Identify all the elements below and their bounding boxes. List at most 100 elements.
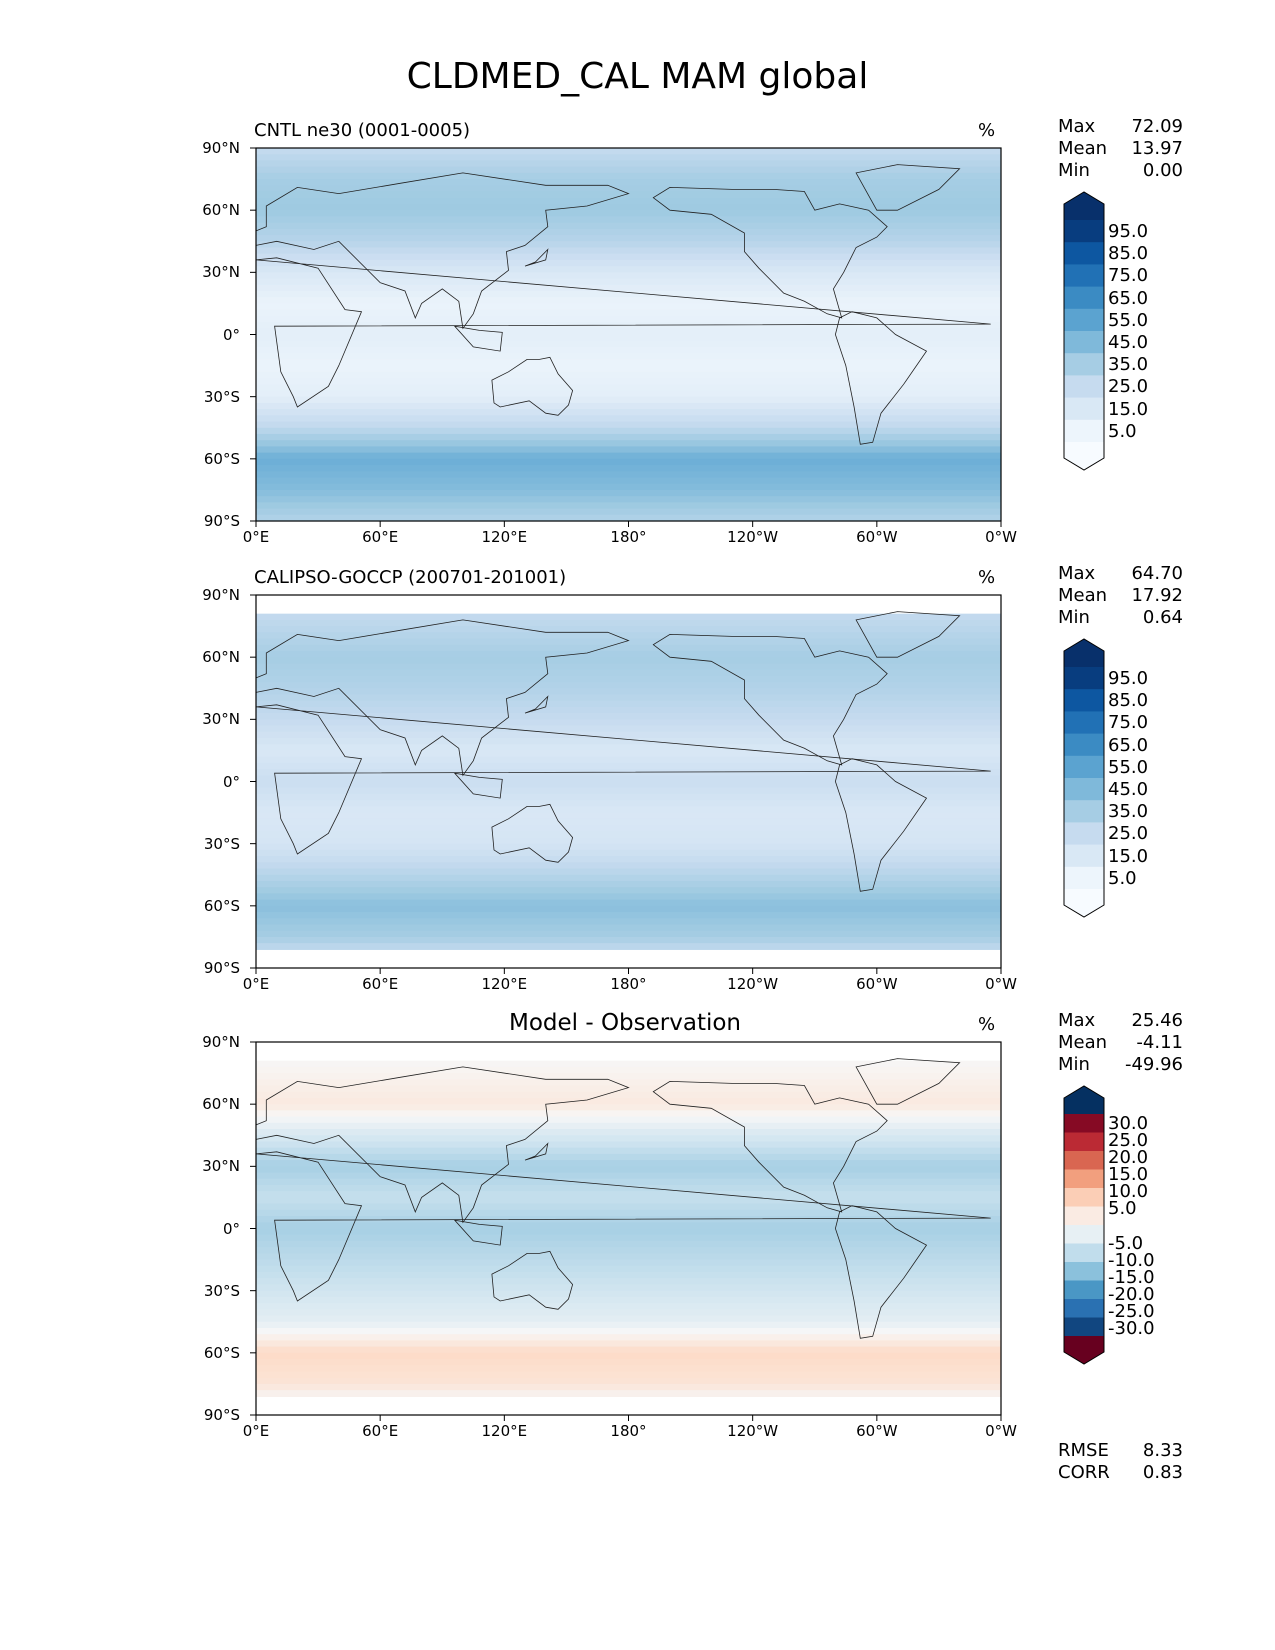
- field-band: [256, 688, 1001, 696]
- stats-box: Max 72.09 Mean 13.97 Min 0.00: [1058, 116, 1183, 182]
- field-band: [256, 1365, 1001, 1373]
- stat-label: Min: [1058, 607, 1090, 628]
- field-band: [256, 912, 1001, 919]
- field-band: [256, 334, 1001, 342]
- field-band: [256, 340, 1001, 348]
- field-band: [256, 508, 1001, 516]
- colorbar: [1063, 638, 1105, 918]
- field-band: [256, 378, 1001, 385]
- stat-value: -49.96: [1124, 1054, 1183, 1075]
- colorbar-tick-label: 65.0: [1108, 734, 1149, 756]
- field-band: [256, 315, 1001, 323]
- field-band: [256, 831, 1001, 839]
- field-band: [256, 409, 1001, 416]
- stat-value: 72.09: [1131, 116, 1183, 137]
- field-band: [256, 887, 1001, 894]
- colorbar-tick-label: 65.0: [1108, 287, 1149, 309]
- x-tick-label: 0°W: [985, 528, 1017, 546]
- field-band: [256, 303, 1001, 311]
- field-band: [256, 837, 1001, 845]
- field-band: [256, 1079, 1001, 1087]
- field-band: [256, 210, 1001, 217]
- colorbar-segment: [1064, 308, 1104, 332]
- y-tick-label: 60°S: [203, 1343, 240, 1362]
- colorbar-segment: [1064, 419, 1104, 443]
- field-band: [256, 775, 1001, 783]
- colorbar-segment: [1064, 755, 1104, 779]
- field-band: [256, 731, 1001, 739]
- field-band: [256, 160, 1001, 168]
- field-band: [256, 849, 1001, 857]
- field-band: [256, 825, 1001, 832]
- stat-label: Mean: [1058, 138, 1108, 159]
- stat-value: 0.00: [1142, 160, 1183, 181]
- colorbar-tick-label: -15.0: [1108, 1266, 1155, 1288]
- field-bands: [256, 148, 1001, 522]
- field-band: [256, 936, 1001, 944]
- field-band: [256, 1390, 1001, 1397]
- colorbar-tick-label: 45.0: [1108, 332, 1149, 353]
- field-band: [256, 1352, 1001, 1360]
- field-band: [256, 924, 1001, 932]
- y-tick-label: 60°S: [203, 896, 240, 915]
- map-panel-2: CALIPSO-GOCCP (200701-201001)% Max 64.70 Me…: [0, 563, 1275, 1075]
- stat-label: Mean: [1058, 585, 1108, 606]
- field-band: [256, 1178, 1001, 1186]
- stat-row: Mean -4.11: [1058, 1032, 1183, 1054]
- colorbar-segment: [1064, 331, 1104, 354]
- field-band: [256, 880, 1001, 888]
- y-tick-label: 30°S: [203, 387, 240, 406]
- stat-row: Max 25.46: [1058, 1010, 1183, 1032]
- field-band: [256, 172, 1001, 180]
- coastline: [255, 704, 991, 855]
- map-canvas: [250, 147, 1105, 527]
- field-band: [256, 1097, 1001, 1105]
- field-band: [256, 1060, 1001, 1068]
- field-band: [256, 259, 1001, 267]
- field-band: [256, 943, 1001, 950]
- colorbar-segment: [1064, 375, 1104, 399]
- map-plot: [250, 1041, 1002, 1421]
- coastline: [255, 1066, 630, 1224]
- field-band: [256, 402, 1001, 410]
- stat-row: Min 0.00: [1058, 160, 1183, 182]
- field-band: [256, 247, 1001, 255]
- stats-box: Max 25.46 Mean -4.11 Min -49.96: [1058, 1010, 1183, 1076]
- colorbar-segment: [1064, 778, 1104, 801]
- stat-value: 17.92: [1131, 585, 1183, 606]
- map-plot: [250, 594, 1002, 974]
- colorbar-tick-label: 95.0: [1108, 668, 1149, 689]
- coastline: [855, 611, 961, 658]
- field-band: [256, 1346, 1001, 1354]
- colorbar-segment: [1064, 1188, 1104, 1207]
- stat-value: 0.64: [1142, 607, 1183, 628]
- stat-label: Mean: [1058, 1032, 1108, 1053]
- x-tick-label: 60°W: [856, 1422, 898, 1440]
- coastline: [453, 772, 503, 799]
- field-band: [256, 1334, 1001, 1341]
- field-band: [256, 471, 1001, 479]
- x-tick-label: 0°E: [242, 528, 270, 546]
- field-band: [256, 1240, 1001, 1248]
- y-tick-label: 60°S: [203, 449, 240, 468]
- stat-row: Max 72.09: [1058, 116, 1183, 138]
- colorbar-segment: [1064, 667, 1104, 690]
- field-band: [256, 793, 1001, 801]
- coastline: [855, 164, 961, 211]
- coastline: [855, 1058, 961, 1105]
- stat-row: Max 64.70: [1058, 563, 1183, 585]
- field-band: [256, 1228, 1001, 1236]
- colorbar-tick-label: 25.0: [1108, 376, 1149, 398]
- field-band: [256, 353, 1001, 360]
- field-band: [256, 856, 1001, 863]
- field-band: [256, 452, 1001, 460]
- colorbar-tick-label: 5.0: [1108, 1198, 1137, 1220]
- field-band: [256, 812, 1001, 820]
- field-band: [256, 1284, 1001, 1292]
- y-tick-label: 30°S: [203, 1281, 240, 1300]
- colorbar-tick-label: 55.0: [1108, 756, 1149, 778]
- coastline: [834, 758, 928, 892]
- field-band: [256, 197, 1001, 205]
- stat-value: -4.11: [1136, 1032, 1183, 1053]
- colorbar-bottom-extend: [1064, 442, 1104, 470]
